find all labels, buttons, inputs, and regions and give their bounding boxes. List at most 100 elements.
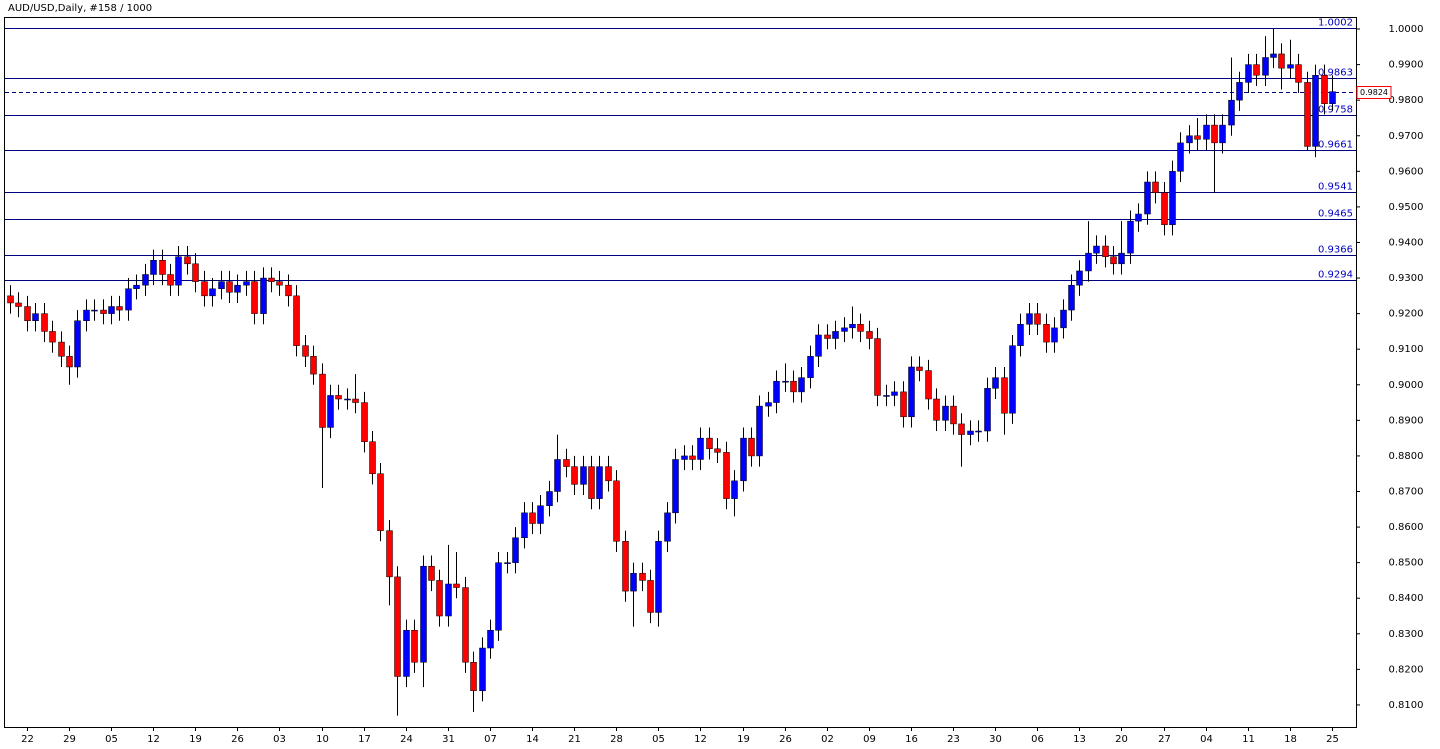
x-tick-label: 17 — [358, 734, 371, 745]
candle-body — [1060, 309, 1067, 329]
y-tick-label: 0.8300 — [1389, 629, 1424, 640]
candle-body — [1043, 324, 1050, 343]
candle-body — [765, 402, 772, 407]
y-tick-label: 1.0000 — [1389, 24, 1424, 35]
candle-body — [487, 629, 494, 649]
x-tick-label: 10 — [316, 734, 329, 745]
candle-body — [958, 423, 965, 435]
candle-body — [479, 647, 486, 691]
candle-body — [849, 324, 856, 329]
candle-body — [942, 405, 949, 421]
x-tick-label: 03 — [273, 734, 286, 745]
price-tag-label: 0.9824 — [1360, 88, 1388, 97]
candle-body — [1026, 313, 1033, 325]
x-tick-label: 29 — [63, 734, 76, 745]
candle-body — [1009, 345, 1016, 414]
level-label: 1.0002 — [1318, 18, 1353, 29]
candle-body — [1228, 99, 1235, 126]
y-tick-label: 0.9200 — [1389, 309, 1424, 320]
level-label: 0.9294 — [1318, 270, 1353, 281]
candle-body — [630, 573, 637, 592]
candle-body — [91, 309, 98, 312]
candle-body — [1093, 245, 1100, 254]
candle-body — [1127, 220, 1134, 254]
candle-body — [672, 459, 679, 514]
candle-body — [723, 452, 730, 499]
candle-body — [420, 565, 427, 663]
candle-body — [116, 306, 123, 311]
candle-body — [697, 437, 704, 460]
candle-body — [925, 370, 932, 400]
candle-body — [167, 274, 174, 286]
x-tick-label: 22 — [21, 734, 34, 745]
candle-body — [361, 402, 368, 442]
candle-body — [1253, 64, 1260, 76]
candle-body — [58, 341, 65, 357]
candle-body — [133, 284, 140, 289]
x-tick-label: 21 — [568, 734, 581, 745]
candle-body — [815, 334, 822, 357]
y-tick-label: 0.8600 — [1389, 522, 1424, 533]
x-tick-label: 19 — [737, 734, 750, 745]
candle-body — [504, 562, 511, 564]
candle-body — [243, 281, 250, 286]
candle-body — [1102, 245, 1109, 257]
candle-body — [605, 466, 612, 482]
candle-body — [159, 260, 166, 275]
candle-body — [394, 576, 401, 677]
candle-body — [1219, 124, 1226, 144]
candle-body — [1034, 313, 1041, 325]
candle-body — [319, 373, 326, 428]
y-tick-label: 0.8800 — [1389, 451, 1424, 462]
candle-body — [369, 441, 376, 474]
chart-title: AUD/USD,Daily, #158 / 1000 — [8, 3, 152, 14]
candle-body — [1304, 82, 1311, 147]
candle-body — [1203, 124, 1210, 140]
candle-body — [933, 398, 940, 421]
candle-body — [226, 281, 233, 293]
candle-body — [639, 573, 646, 581]
candle-body — [108, 306, 115, 314]
x-tick-label: 28 — [610, 734, 623, 745]
candle-body — [1051, 327, 1058, 343]
candle-body — [798, 377, 805, 393]
candle-body — [1152, 181, 1159, 193]
candle-body — [866, 331, 873, 339]
candle-body — [175, 256, 182, 286]
candle-body — [428, 565, 435, 581]
candle-body — [857, 324, 864, 332]
candle-body — [554, 459, 561, 492]
candle-body — [49, 331, 56, 343]
y-tick-label: 0.9000 — [1389, 380, 1424, 391]
candle-body — [403, 629, 410, 677]
candle-body — [655, 541, 662, 613]
x-tick-label: 09 — [863, 734, 876, 745]
candle-body — [142, 274, 149, 286]
candle-body — [1118, 252, 1125, 265]
candle-body — [883, 395, 890, 397]
x-tick-label: 24 — [400, 734, 413, 745]
candle-body — [714, 448, 721, 453]
x-tick-label: 12 — [147, 734, 160, 745]
y-tick-label: 0.9800 — [1389, 95, 1424, 106]
x-tick-label: 05 — [652, 734, 665, 745]
candle-body — [1186, 135, 1193, 144]
candle-body — [613, 480, 620, 542]
x-tick-label: 26 — [779, 734, 792, 745]
x-tick-label: 05 — [105, 734, 118, 745]
candle-body — [1245, 64, 1252, 83]
x-tick-label: 18 — [1284, 734, 1297, 745]
candle-body — [184, 256, 191, 265]
candle-body — [900, 391, 907, 418]
candle-body — [537, 505, 544, 524]
candle-body — [260, 277, 267, 314]
candle-body — [1194, 135, 1201, 140]
x-tick-label: 23 — [947, 734, 960, 745]
candle-body — [24, 306, 31, 321]
candle-body — [1177, 142, 1184, 172]
y-tick-label: 0.8700 — [1389, 486, 1424, 497]
x-tick-label: 02 — [821, 734, 834, 745]
x-tick-label: 27 — [1158, 734, 1171, 745]
candle-body — [83, 309, 90, 321]
